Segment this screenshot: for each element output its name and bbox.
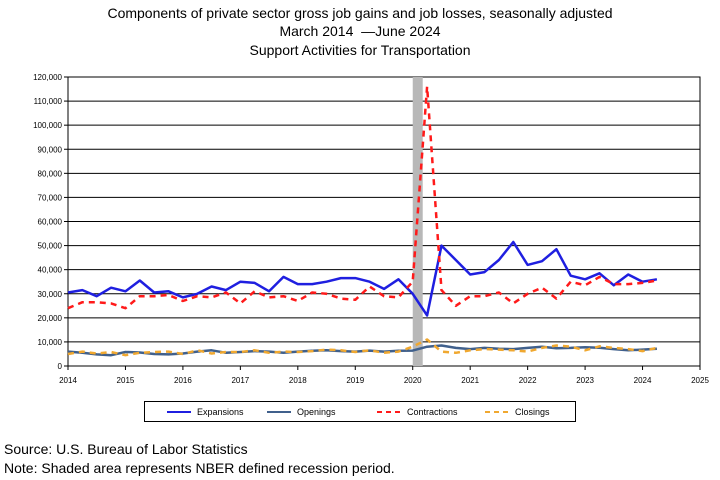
y-tick-label: 120,000 [33,73,62,82]
x-tick-label: 2025 [691,376,709,385]
date-range-start: March 2014 [279,23,354,39]
chart-legend: Expansions Openings Contractions Closing… [144,401,576,422]
y-tick-label: 10,000 [38,338,63,347]
legend-item-contractions: Contractions [377,402,458,421]
x-tick-label: 2021 [461,376,479,385]
chart-title: Components of private sector gross job g… [107,5,613,21]
series-line-expansions [67,240,658,317]
legend-swatch-expansions [167,410,191,413]
y-tick-label: 80,000 [38,169,63,178]
y-tick-label: 50,000 [38,242,63,251]
y-tick-label: 60,000 [38,218,63,227]
x-tick-label: 2020 [404,376,422,385]
x-tick-label: 2022 [519,376,537,385]
legend-swatch-contractions [377,410,401,413]
date-range-end: June 2024 [375,23,441,39]
source-note: Source: U.S. Bureau of Labor Statistics [4,441,248,457]
legend-swatch-openings [267,410,291,413]
series-line-contractions [67,85,658,310]
x-tick-label: 2015 [117,376,135,385]
chart-canvas: 0 10,000 20,000 30,000 40,000 50,000 60,000 70,… [33,73,709,385]
x-tick-label: 2019 [346,376,364,385]
x-tick-label: 2016 [174,376,192,385]
y-tick-label: 70,000 [38,193,63,202]
y-tick-label: 30,000 [38,290,63,299]
legend-item-closings: Closings [485,402,550,421]
series-line-closings [67,338,658,357]
x-tick-label: 2017 [231,376,249,385]
y-tick-label: 110,000 [34,97,63,106]
y-tick-label: 20,000 [38,314,63,323]
legend-label-openings: Openings [297,406,336,417]
x-tick-label: 2014 [59,376,77,385]
legend-swatch-closings [485,410,509,413]
x-tick-label: 2024 [634,376,652,385]
chart-industry: Support Activities for Transportation [249,42,471,58]
y-tick-label: 90,000 [38,145,63,154]
chart-date-range: March 2014 —June 2024 [0,22,720,40]
legend-item-expansions: Expansions [167,402,244,421]
x-tick-label: 2018 [289,376,307,385]
legend-item-openings: Openings [267,402,336,421]
recession-note: Note: Shaded area represents NBER define… [4,460,395,476]
x-tick-label: 2023 [576,376,594,385]
y-tick-label: 100,000 [33,121,62,130]
legend-label-contractions: Contractions [407,406,458,417]
y-tick-label: 0 [58,362,63,371]
y-tick-label: 40,000 [38,266,63,275]
dash-glyph: — [357,23,376,39]
legend-label-expansions: Expansions [197,406,244,417]
legend-label-closings: Closings [515,406,550,417]
